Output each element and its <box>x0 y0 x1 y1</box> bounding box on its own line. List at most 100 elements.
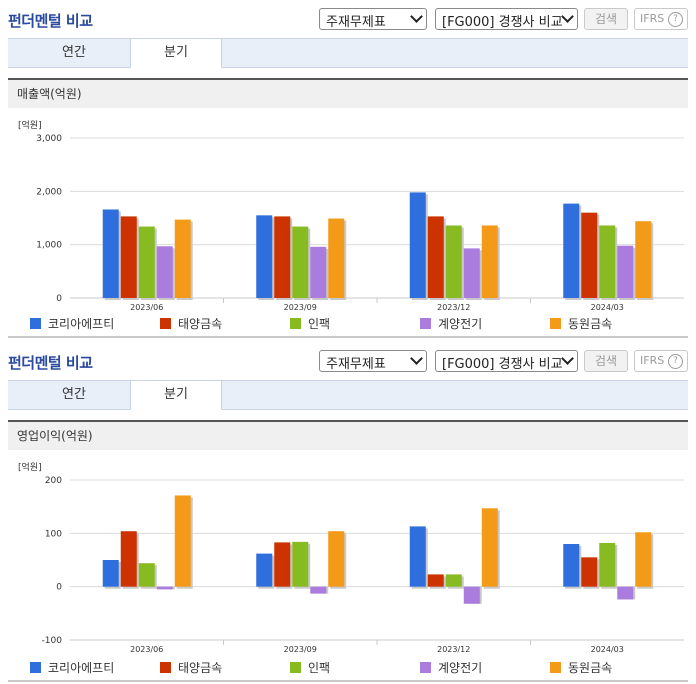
bar <box>156 246 173 298</box>
tab-quarterly[interactable]: 분기 <box>130 38 222 68</box>
bar <box>310 246 327 298</box>
compare-select[interactable]: [FG000] 경쟁사 비교 <box>435 8 578 30</box>
ifrs-label: IFRS <box>640 12 665 25</box>
bar <box>174 495 191 587</box>
bar <box>427 574 444 587</box>
legend-swatch <box>420 662 431 673</box>
bar <box>102 209 119 298</box>
tab-annual[interactable]: 연간 <box>62 45 86 60</box>
section-title: 펀더멘털 비교 <box>8 12 93 30</box>
bar <box>256 553 273 587</box>
section-revenue: 펀더멘털 비교 주재무제표 [FG000] 경쟁사 비교 검색 IFRS ? 연… <box>0 0 696 338</box>
chevron-down-icon <box>410 10 423 23</box>
legend-label: 인팩 <box>308 317 331 331</box>
legend-swatch <box>290 662 301 673</box>
bar <box>292 226 309 298</box>
legend-item[interactable]: 태양금속 <box>160 315 222 332</box>
tab-annual[interactable]: 연간 <box>62 387 86 402</box>
revenue-chart: [억원] 0 1,000 2,000 3,000 2023/06 2023/09 2023/1… <box>18 119 684 312</box>
legend-swatch <box>160 318 171 329</box>
chart-box: 영업이익(억원) [억원] -100 0 100 200 2023/06 2023/09 20… <box>8 420 688 682</box>
legend-item[interactable]: 계양전기 <box>420 315 482 332</box>
bar <box>481 225 498 298</box>
statement-select[interactable]: 주재무제표 <box>319 8 427 30</box>
y-tick-label: 3,000 <box>36 134 62 144</box>
ifrs-button[interactable]: IFRS ? <box>634 350 688 372</box>
bar <box>310 586 327 594</box>
legend-swatch <box>420 318 431 329</box>
legend-item[interactable]: 동원금속 <box>550 315 612 332</box>
x-tick-label: 2023/09 <box>284 645 317 654</box>
bar <box>328 531 345 587</box>
compare-select-value: [FG000] 경쟁사 비교 <box>442 357 563 372</box>
legend-swatch <box>290 318 301 329</box>
bar <box>138 226 155 298</box>
section-operating-profit: 펀더멘털 비교 주재무제표 [FG000] 경쟁사 비교 검색 IFRS ? 연… <box>0 342 696 684</box>
statement-select-value: 주재무제표 <box>326 15 386 30</box>
legend-label: 계양전기 <box>438 317 483 331</box>
y-tick-label: 200 <box>45 476 62 486</box>
bar <box>256 215 273 298</box>
bar <box>599 542 616 587</box>
operating-profit-chart: [억원] -100 0 100 200 2023/06 2023/09 2023/12 2024… <box>18 461 684 654</box>
bar <box>409 192 426 298</box>
legend-item[interactable]: 인팩 <box>290 659 330 676</box>
legend-item[interactable]: 코리아에프티 <box>30 315 114 332</box>
chevron-down-icon <box>561 10 574 23</box>
search-button[interactable]: 검색 <box>584 8 628 30</box>
bar <box>563 544 580 587</box>
legend-swatch <box>160 662 171 673</box>
legend-label: 동원금속 <box>568 317 613 331</box>
bar <box>599 225 616 298</box>
bar <box>635 221 652 298</box>
chart-title: 매출액(억원) <box>8 80 688 108</box>
legend-item[interactable]: 동원금속 <box>550 659 612 676</box>
legend-swatch <box>550 662 561 673</box>
legend-label: 코리아에프티 <box>48 661 115 675</box>
bar <box>409 526 426 587</box>
legend-swatch <box>30 662 41 673</box>
bar <box>463 586 480 604</box>
legend-item[interactable]: 계양전기 <box>420 659 482 676</box>
section-header: 펀더멘털 비교 주재무제표 [FG000] 경쟁사 비교 검색 IFRS ? <box>0 0 696 36</box>
search-button[interactable]: 검색 <box>584 350 628 372</box>
x-tick-label: 2023/09 <box>284 303 317 312</box>
compare-select-value: [FG000] 경쟁사 비교 <box>442 15 563 30</box>
chart-box: 매출액(억원) [억원] 0 1,000 2,000 3,000 2023/06 2023/… <box>8 78 688 338</box>
y-tick-label: 0 <box>56 583 62 593</box>
legend-swatch <box>30 318 41 329</box>
y-tick-label: 100 <box>45 529 62 539</box>
y-tick-label: 1,000 <box>36 241 62 251</box>
bar <box>274 542 291 587</box>
legend-label: 태양금속 <box>178 661 223 675</box>
compare-select[interactable]: [FG000] 경쟁사 비교 <box>435 350 578 372</box>
x-tick-label: 2023/06 <box>130 303 163 312</box>
chevron-down-icon <box>410 352 423 365</box>
x-tick-label: 2023/12 <box>437 303 470 312</box>
y-unit-label: [억원] <box>18 461 42 473</box>
tab-quarterly[interactable]: 분기 <box>130 380 222 410</box>
help-icon[interactable]: ? <box>668 12 683 27</box>
bar <box>328 218 345 298</box>
chart-title: 영업이익(억원) <box>8 422 688 450</box>
bar <box>292 541 309 587</box>
legend-label: 계양전기 <box>438 661 483 675</box>
chart-legend: 코리아에프티 태양금속 인팩 계양전기 동원금속 <box>8 659 688 675</box>
period-tabs: 연간 분기 <box>8 38 688 68</box>
bar <box>274 216 291 298</box>
ifrs-label: IFRS <box>640 354 665 367</box>
legend-item[interactable]: 인팩 <box>290 315 330 332</box>
legend-item[interactable]: 코리아에프티 <box>30 659 114 676</box>
bar <box>445 225 462 298</box>
legend-item[interactable]: 태양금속 <box>160 659 222 676</box>
period-tabs: 연간 분기 <box>8 380 688 410</box>
legend-label: 코리아에프티 <box>48 317 115 331</box>
chart-legend: 코리아에프티 태양금속 인팩 계양전기 동원금속 <box>8 315 688 331</box>
bar <box>156 586 173 590</box>
help-icon[interactable]: ? <box>668 354 683 369</box>
bar <box>581 212 598 298</box>
legend-label: 태양금속 <box>178 317 223 331</box>
bar <box>120 216 137 298</box>
ifrs-button[interactable]: IFRS ? <box>634 8 688 30</box>
statement-select[interactable]: 주재무제표 <box>319 350 427 372</box>
